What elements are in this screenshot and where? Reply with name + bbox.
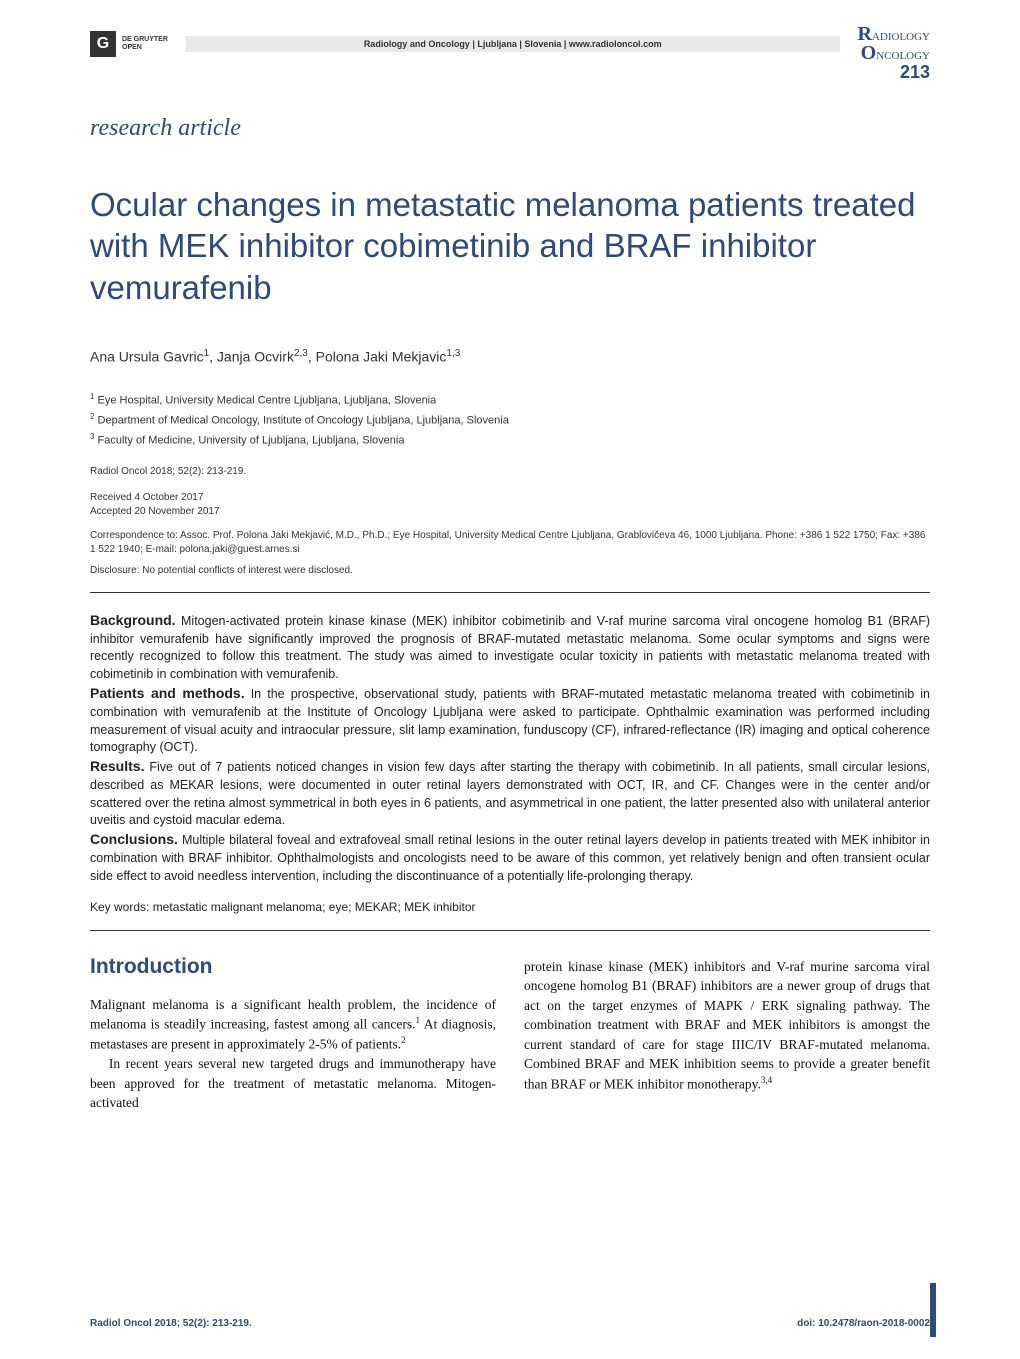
disclosure: Disclosure: No potential conflicts of in… — [90, 565, 930, 576]
publisher-logo-icon: G — [90, 31, 116, 57]
intro-p2: In recent years several new targeted dru… — [90, 1054, 496, 1113]
abstract: Background. Mitogen-activated protein ki… — [90, 593, 930, 890]
conclusions-label: Conclusions. — [90, 831, 178, 847]
background-label: Background. — [90, 612, 176, 628]
article-content: research article Ocular changes in metas… — [90, 115, 930, 1113]
accepted-date: Accepted 20 November 2017 — [90, 505, 930, 519]
intro-text-left: Malignant melanoma is a significant heal… — [90, 995, 496, 1113]
divider-bottom — [90, 930, 930, 931]
article-title: Ocular changes in metastatic melanoma pa… — [90, 184, 930, 308]
methods-label: Patients and methods. — [90, 685, 245, 701]
affiliation-1: 1 Eye Hospital, University Medical Centr… — [90, 390, 930, 410]
affiliations: 1 Eye Hospital, University Medical Centr… — [90, 390, 930, 449]
column-right: protein kinase kinase (MEK) inhibitors a… — [524, 955, 930, 1113]
dates: Received 4 October 2017 Accepted 20 Nove… — [90, 491, 930, 519]
results-text: Five out of 7 patients noticed changes i… — [90, 760, 930, 827]
footer-accent-rule — [930, 1283, 936, 1337]
article-type: research article — [90, 115, 930, 142]
introduction-heading: Introduction — [90, 955, 496, 979]
keywords: Key words: metastatic malignant melanoma… — [90, 890, 930, 930]
intro-p1: Malignant melanoma is a significant heal… — [90, 995, 496, 1055]
header-bar: G DE GRUYTER OPEN Radiology and Oncology… — [90, 30, 930, 58]
publisher-block: G DE GRUYTER OPEN — [90, 31, 168, 57]
received-date: Received 4 October 2017 — [90, 491, 930, 505]
authors: Ana Ursula Gavric1, Janja Ocvirk2,3, Pol… — [90, 348, 930, 365]
footer-citation: Radiol Oncol 2018; 52(2): 213-219. — [90, 1318, 252, 1329]
body-columns: Introduction Malignant melanoma is a sig… — [90, 955, 930, 1113]
publisher-name: DE GRUYTER OPEN — [122, 36, 168, 51]
footer: Radiol Oncol 2018; 52(2): 213-219. doi: … — [90, 1318, 930, 1329]
intro-text-right: protein kinase kinase (MEK) inhibitors a… — [524, 955, 930, 1094]
affiliation-2: 2 Department of Medical Oncology, Instit… — [90, 410, 930, 430]
correspondence: Correspondence to: Assoc. Prof. Polona J… — [90, 529, 930, 557]
journal-logo: RADIOLOGY ONCOLOGY — [858, 24, 931, 64]
intro-p3: protein kinase kinase (MEK) inhibitors a… — [524, 957, 930, 1094]
citation: Radiol Oncol 2018; 52(2): 213-219. — [90, 466, 930, 477]
conclusions-text: Multiple bilateral foveal and extrafovea… — [90, 833, 930, 883]
footer-doi: doi: 10.2478/raon-2018-0002 — [797, 1318, 930, 1329]
results-label: Results. — [90, 758, 144, 774]
journal-info-bar: Radiology and Oncology | Ljubljana | Slo… — [186, 36, 840, 52]
column-left: Introduction Malignant melanoma is a sig… — [90, 955, 496, 1113]
page-number: 213 — [900, 62, 930, 83]
affiliation-3: 3 Faculty of Medicine, University of Lju… — [90, 430, 930, 450]
background-text: Mitogen-activated protein kinase kinase … — [90, 614, 930, 681]
